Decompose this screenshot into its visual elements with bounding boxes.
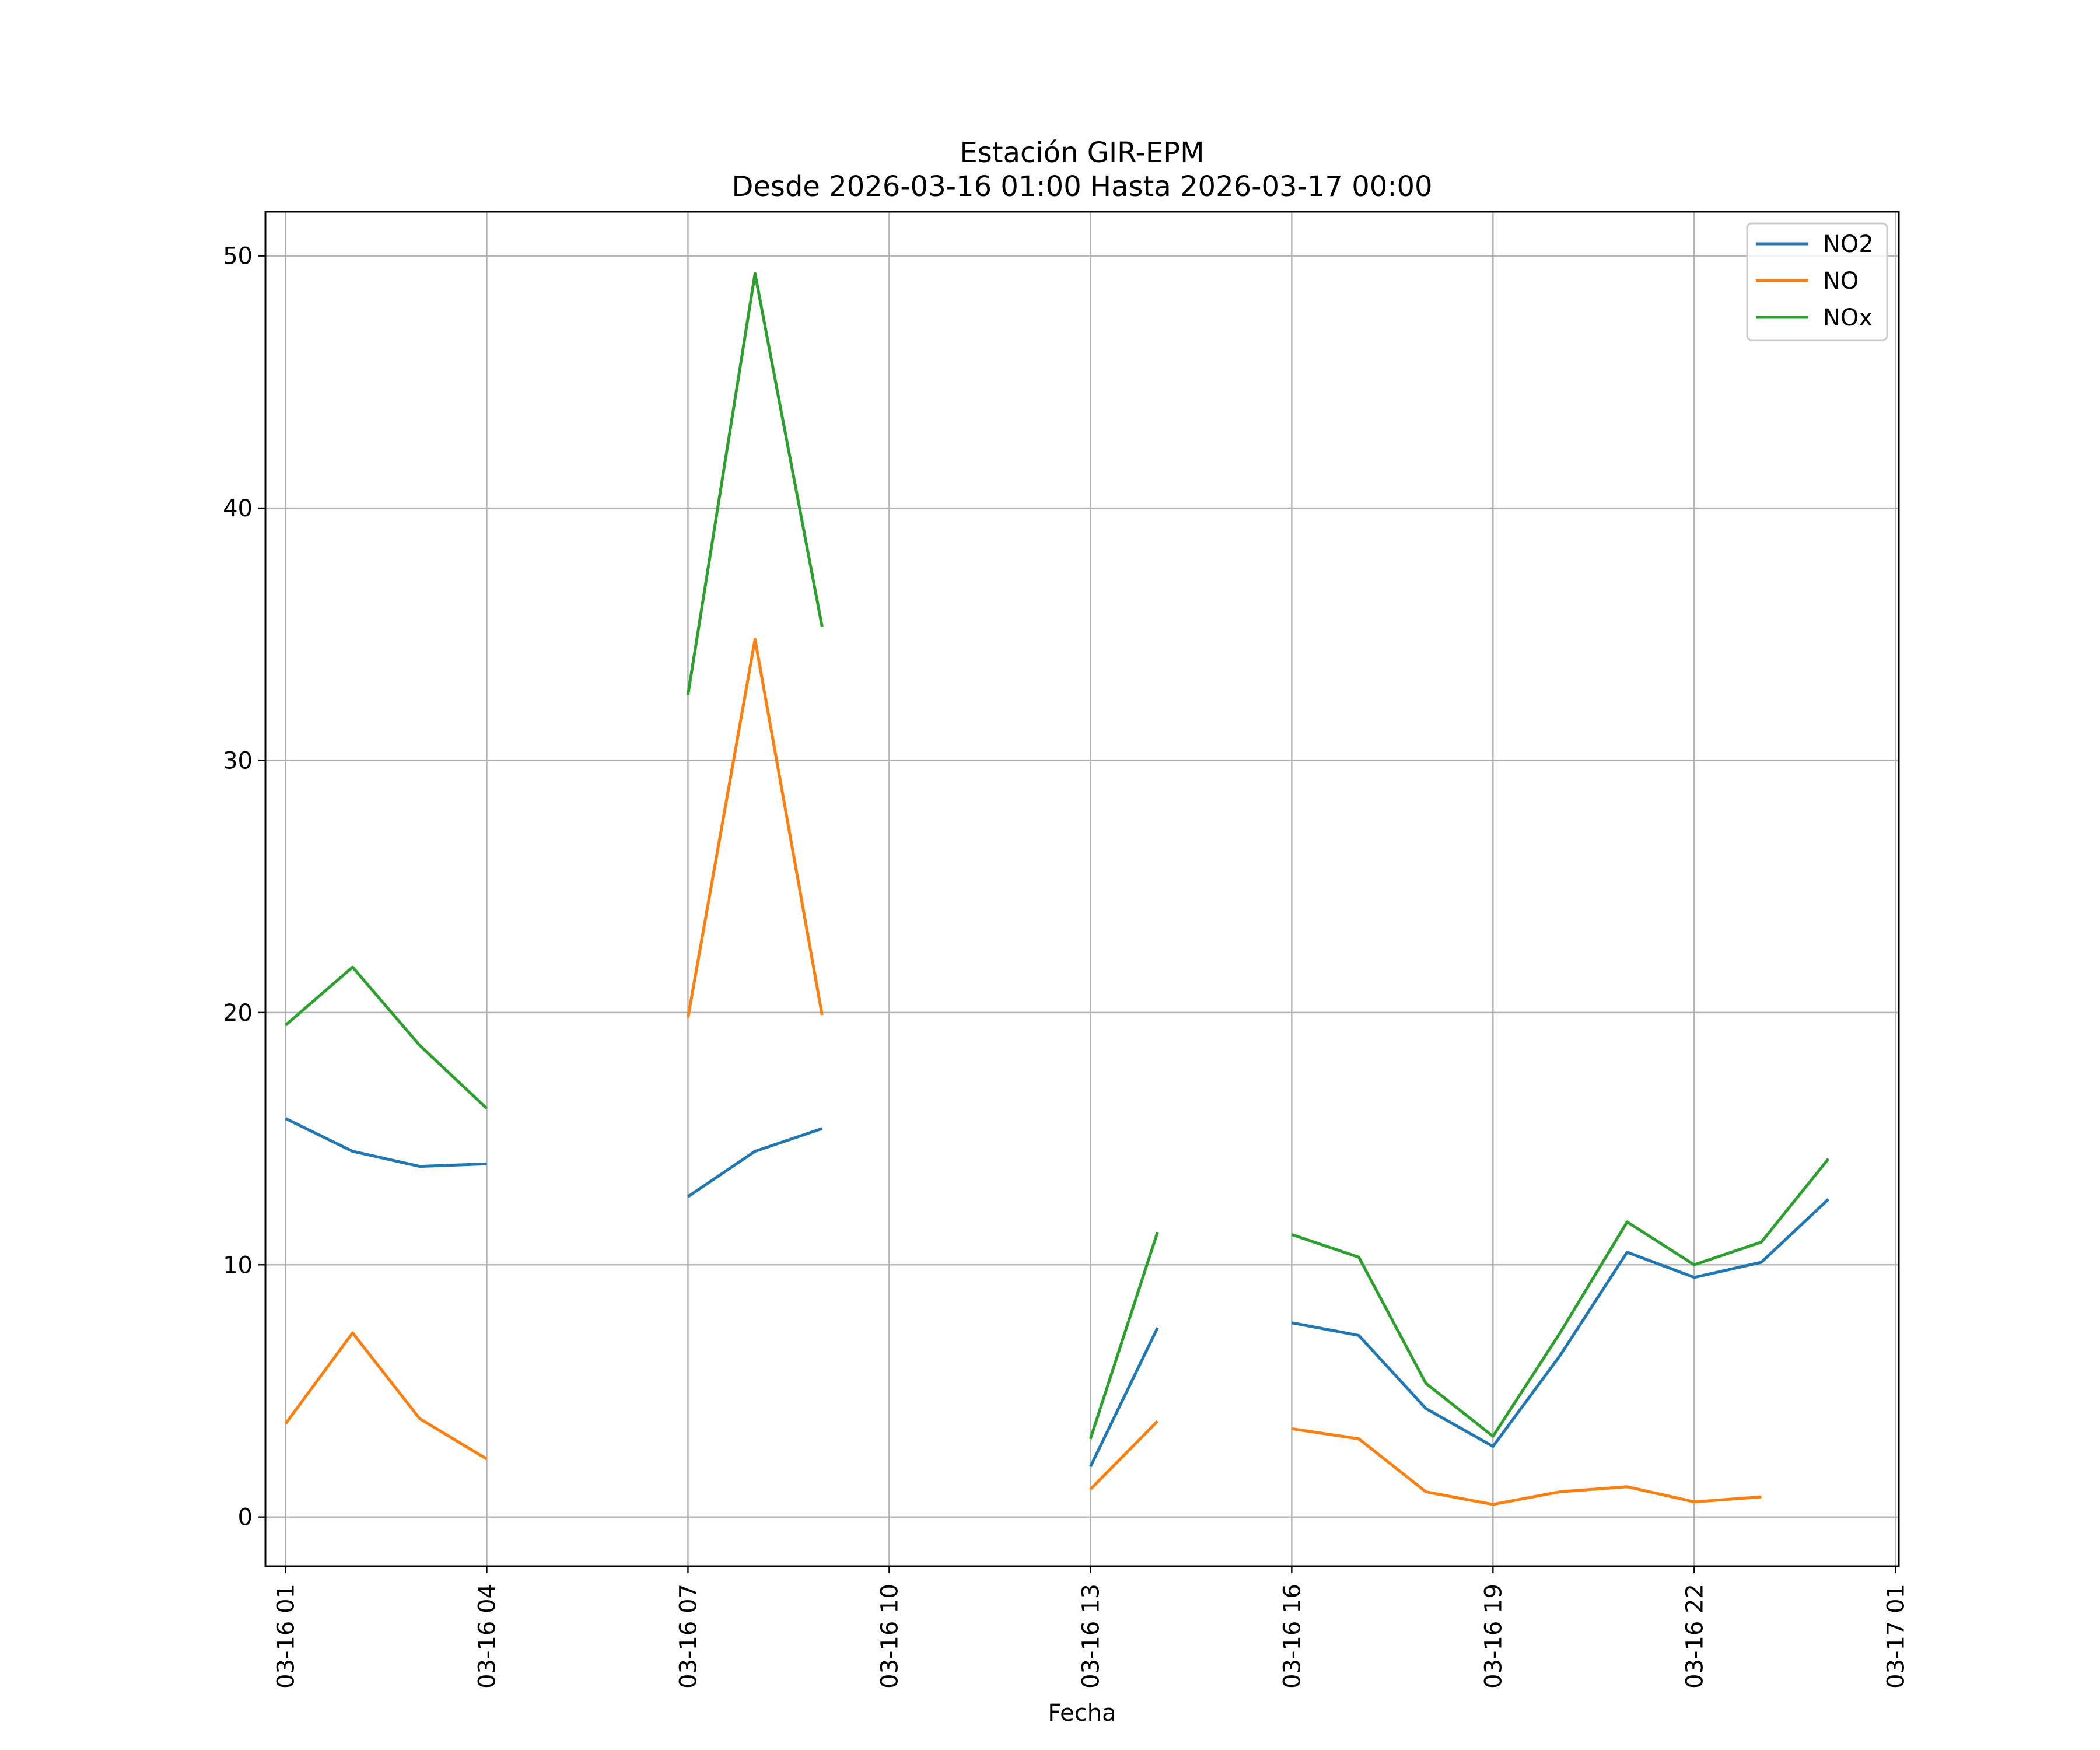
series-lines bbox=[284, 272, 1830, 1506]
series-line-no2 bbox=[1291, 1198, 1830, 1448]
y-tick-label: 0 bbox=[238, 1504, 253, 1531]
x-axis-label: Fecha bbox=[1048, 1700, 1116, 1727]
x-tick-label: 03-16 10 bbox=[876, 1584, 903, 1689]
y-tick-label: 40 bbox=[223, 495, 253, 522]
series-line-nox bbox=[1089, 1231, 1159, 1440]
x-ticks: 03-16 01 03-16 04 03-16 07 03-16 10 03-16 13… bbox=[272, 1566, 1909, 1689]
y-tick-label: 20 bbox=[223, 1000, 253, 1027]
x-tick-label: 03-16 13 bbox=[1077, 1584, 1104, 1689]
x-tick-label: 03-16 07 bbox=[675, 1584, 702, 1689]
x-tick-label: 03-17 01 bbox=[1882, 1584, 1909, 1689]
legend: NO2 NO NOx bbox=[1746, 222, 1888, 341]
x-tick-label: 03-16 22 bbox=[1681, 1584, 1708, 1689]
y-tick-label: 10 bbox=[223, 1252, 253, 1279]
series-line-no2 bbox=[285, 1117, 487, 1168]
y-tick-label: 30 bbox=[223, 747, 253, 774]
grid bbox=[265, 212, 1899, 1566]
series-line-nox bbox=[686, 272, 824, 695]
legend-label-no2: NO2 bbox=[1823, 231, 1874, 258]
series-line-no2 bbox=[687, 1127, 823, 1198]
chart-subtitle: Desde 2026-03-16 01:00 Hasta 2026-03-17 … bbox=[732, 170, 1432, 203]
series-line-no bbox=[1089, 1420, 1159, 1490]
series-line-no bbox=[686, 638, 824, 1018]
series-line-nox bbox=[284, 965, 488, 1110]
plot-frame bbox=[264, 211, 1900, 1567]
x-tick-label: 03-16 01 bbox=[272, 1584, 299, 1689]
x-tick-label: 03-16 19 bbox=[1480, 1584, 1507, 1689]
series-line-no2 bbox=[1089, 1327, 1159, 1468]
legend-box bbox=[1746, 222, 1888, 341]
series-line-no bbox=[1291, 1427, 1762, 1506]
series-line-no bbox=[284, 1331, 488, 1461]
y-ticks: 0 10 20 30 40 50 bbox=[223, 243, 265, 1531]
y-tick-label: 50 bbox=[223, 243, 253, 270]
legend-label-nox: NOx bbox=[1823, 304, 1873, 331]
chart-title: Estación GIR-EPM bbox=[960, 136, 1204, 169]
x-tick-label: 03-16 04 bbox=[474, 1584, 501, 1689]
legend-label-no: NO bbox=[1823, 268, 1859, 295]
series-line-nox bbox=[1291, 1158, 1830, 1438]
x-tick-label: 03-16 16 bbox=[1279, 1584, 1306, 1689]
